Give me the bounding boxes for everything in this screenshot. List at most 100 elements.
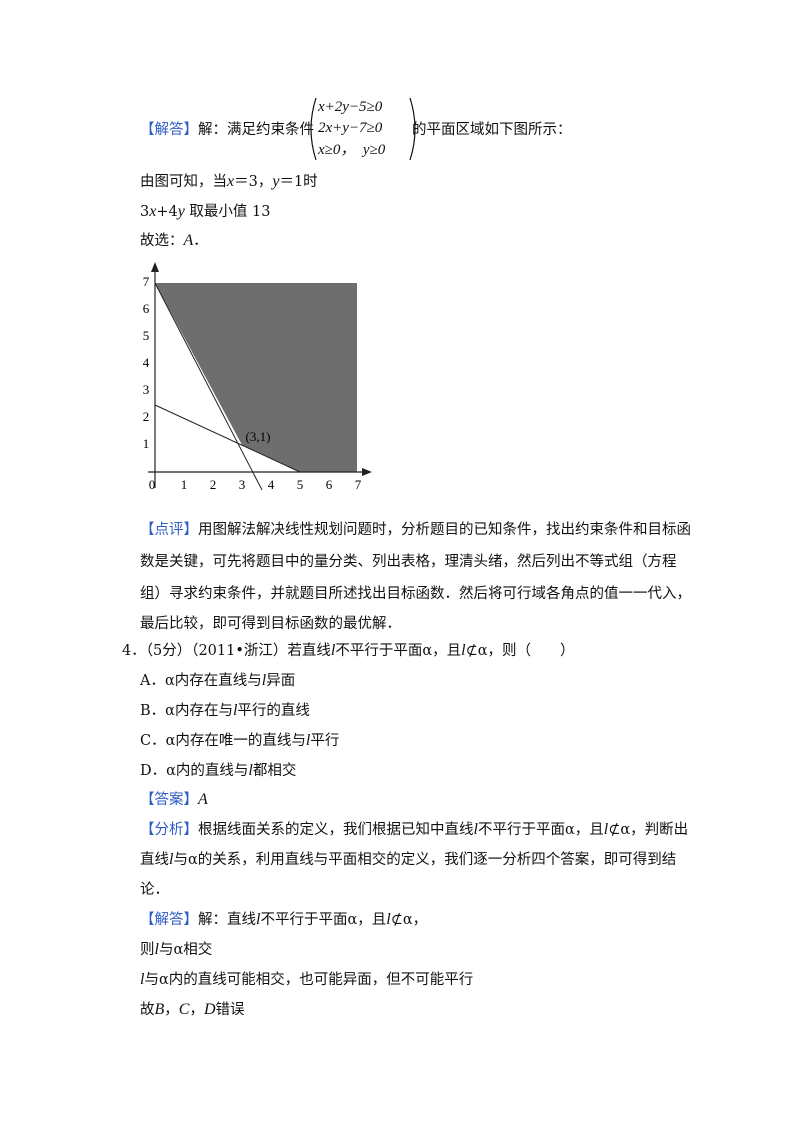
y-tick-label: 5: [143, 328, 150, 343]
text-segment: 4．（5分）（2011•浙江）若直线: [122, 643, 331, 659]
arrow: [362, 468, 372, 476]
line: 最后比较，即可得到目标函数的最优解．: [140, 614, 401, 634]
text-segment: 平行的直线: [237, 703, 310, 719]
text-segment: l: [603, 821, 609, 838]
x-tick-label: 6: [326, 477, 333, 492]
text-segment: 故选：: [140, 233, 184, 249]
text-segment: l: [473, 821, 478, 838]
text-segment: ．: [193, 233, 208, 249]
constraint: x≥0， y≥0: [318, 142, 386, 158]
constraint-line: [154, 282, 263, 491]
text-segment: 不平行于平面α，且: [477, 822, 604, 838]
text-segment: y: [177, 203, 185, 220]
question: 4．（5分）（2011•浙江）若直线l不平行于平面α，且l⊄α，则（ ）: [122, 641, 575, 661]
constraint: 2x+y−7≥0: [318, 120, 383, 136]
text-segment: ＝3，: [234, 174, 273, 190]
y-tick-label: 3: [143, 382, 150, 397]
text: 根据线面关系的定义，我们根据已知中直线l不平行于平面α，且l⊄α，判断出: [198, 821, 689, 838]
text-segment: 取最小值 13: [184, 204, 271, 220]
answer-text: A: [198, 791, 208, 808]
tag: 【答案】: [140, 792, 198, 808]
text-segment: x: [149, 203, 157, 220]
option: C．α内存在唯一的直线与l平行: [140, 731, 339, 751]
line: 组）寻求约束条件，并就题目所述找出目标函数．然后将可行域各角点的值一一代入，: [140, 584, 691, 604]
arrow: [151, 262, 159, 272]
tag: 【解答】: [140, 912, 198, 928]
text: 解：满足约束条件: [198, 122, 314, 138]
text-segment: +4: [156, 204, 178, 220]
text-segment: ，: [189, 1002, 204, 1018]
tag: 【分析】: [140, 822, 198, 838]
text-segment: ⊄α，判断出: [608, 822, 689, 838]
text-segment: 不平行于平面α，且: [335, 643, 462, 659]
text-segment: l: [140, 971, 145, 988]
constraint: x+2y−5≥0: [318, 99, 383, 115]
x-tick-label: 4: [268, 477, 275, 492]
solution-intro: 【解答】解：满足约束条件: [140, 120, 314, 140]
text-segment: B．α内存在与: [140, 703, 233, 719]
constraint-line: [154, 404, 301, 473]
text-segment: l: [330, 642, 336, 659]
y-tick-label: 1: [143, 436, 150, 451]
tag: 【解答】: [140, 122, 198, 138]
x-tick-label: 5: [297, 477, 304, 492]
text-segment: D．α内的直线与: [140, 763, 249, 779]
y-tick-label: 7: [143, 274, 150, 289]
text: 的平面区域如下图所示：: [412, 122, 572, 138]
text-segment: 错误: [215, 1002, 245, 1018]
feasible-region: [155, 283, 357, 472]
text-segment: 平行: [310, 733, 340, 749]
line: l与α内的直线可能相交，也可能异面，但不可能平行: [140, 970, 473, 990]
text-segment: 则: [140, 942, 155, 958]
text-segment: 解：直线: [198, 912, 256, 928]
answer: 【答案】A: [140, 790, 208, 810]
text-segment: 与α相交: [158, 942, 213, 958]
text-segment: A．α内存在直线与: [140, 673, 262, 689]
text-segment: 都相交: [252, 763, 297, 779]
line: 3x+4y 取最小值 13: [140, 202, 271, 222]
text-segment: ⊄α，则（ ）: [465, 643, 575, 659]
text-segment: l: [154, 941, 159, 958]
x-tick-label: 3: [239, 477, 246, 492]
text-segment: ＝1时: [279, 174, 318, 190]
x-tick-label: 1: [181, 477, 188, 492]
text-segment: l: [256, 911, 261, 928]
line: 直线l与α的关系，利用直线与平面相交的定义，我们逐一分析四个答案，即可得到结: [140, 850, 676, 870]
tag: 【点评】: [140, 522, 198, 538]
line: 故B，C，D错误: [140, 1000, 245, 1020]
text-segment: 不平行于平面α，且: [260, 912, 387, 928]
text-segment: ，: [164, 1002, 179, 1018]
text-segment: 根据线面关系的定义，我们根据已知中直线: [198, 822, 474, 838]
text-segment: 直线: [140, 852, 169, 868]
text-segment: l: [232, 702, 238, 719]
text-segment: 论．: [140, 882, 169, 898]
text: 解：直线l不平行于平面α，且l⊄α，: [198, 911, 427, 928]
text-segment: 故: [140, 1002, 155, 1018]
text: 用图解法解决线性规划问题时，分析题目的已知条件，找出约束条件和目标函: [198, 522, 691, 538]
option: B．α内存在与l平行的直线: [140, 701, 310, 721]
text-segment: l: [248, 762, 253, 779]
text-segment: C: [178, 1001, 190, 1018]
line: 由图可知，当x＝3，y＝1时: [140, 172, 318, 192]
text-segment: l: [261, 672, 267, 689]
text-segment: 与α内的直线可能相交，也可能异面，但不可能平行: [144, 972, 474, 988]
x-tick-label: 2: [210, 477, 217, 492]
y-tick-label: 6: [143, 301, 150, 316]
system-brackets: [310, 97, 416, 161]
text-segment: x: [227, 173, 235, 190]
option: D．α内的直线与l都相交: [140, 761, 296, 781]
text-segment: A: [183, 232, 194, 249]
figure: (3,1) 0 1 2 3 4 5 6 7 1 2 3 4 5 6 7: [143, 262, 372, 492]
text-segment: l: [169, 851, 174, 868]
text-segment: 最后比较，即可得到目标函数的最优解．: [140, 616, 401, 632]
x-tick-label: 0: [149, 477, 156, 492]
point-label: (3,1): [246, 429, 271, 444]
text-segment: 用图解法解决线性规划问题时，分析题目的已知条件，找出约束条件和目标函: [198, 522, 691, 538]
text-segment: B: [154, 1001, 165, 1018]
line: 数是关键，可先将题目中的量分类、列出表格，理清头绪，然后列出不等式组（方程: [140, 552, 677, 572]
text-segment: l: [386, 911, 391, 928]
y-tick-label: 2: [143, 409, 150, 424]
text-segment: l: [461, 642, 466, 659]
text-segment: 组）寻求约束条件，并就题目所述找出目标函数．然后将可行域各角点的值一一代入，: [140, 586, 691, 602]
